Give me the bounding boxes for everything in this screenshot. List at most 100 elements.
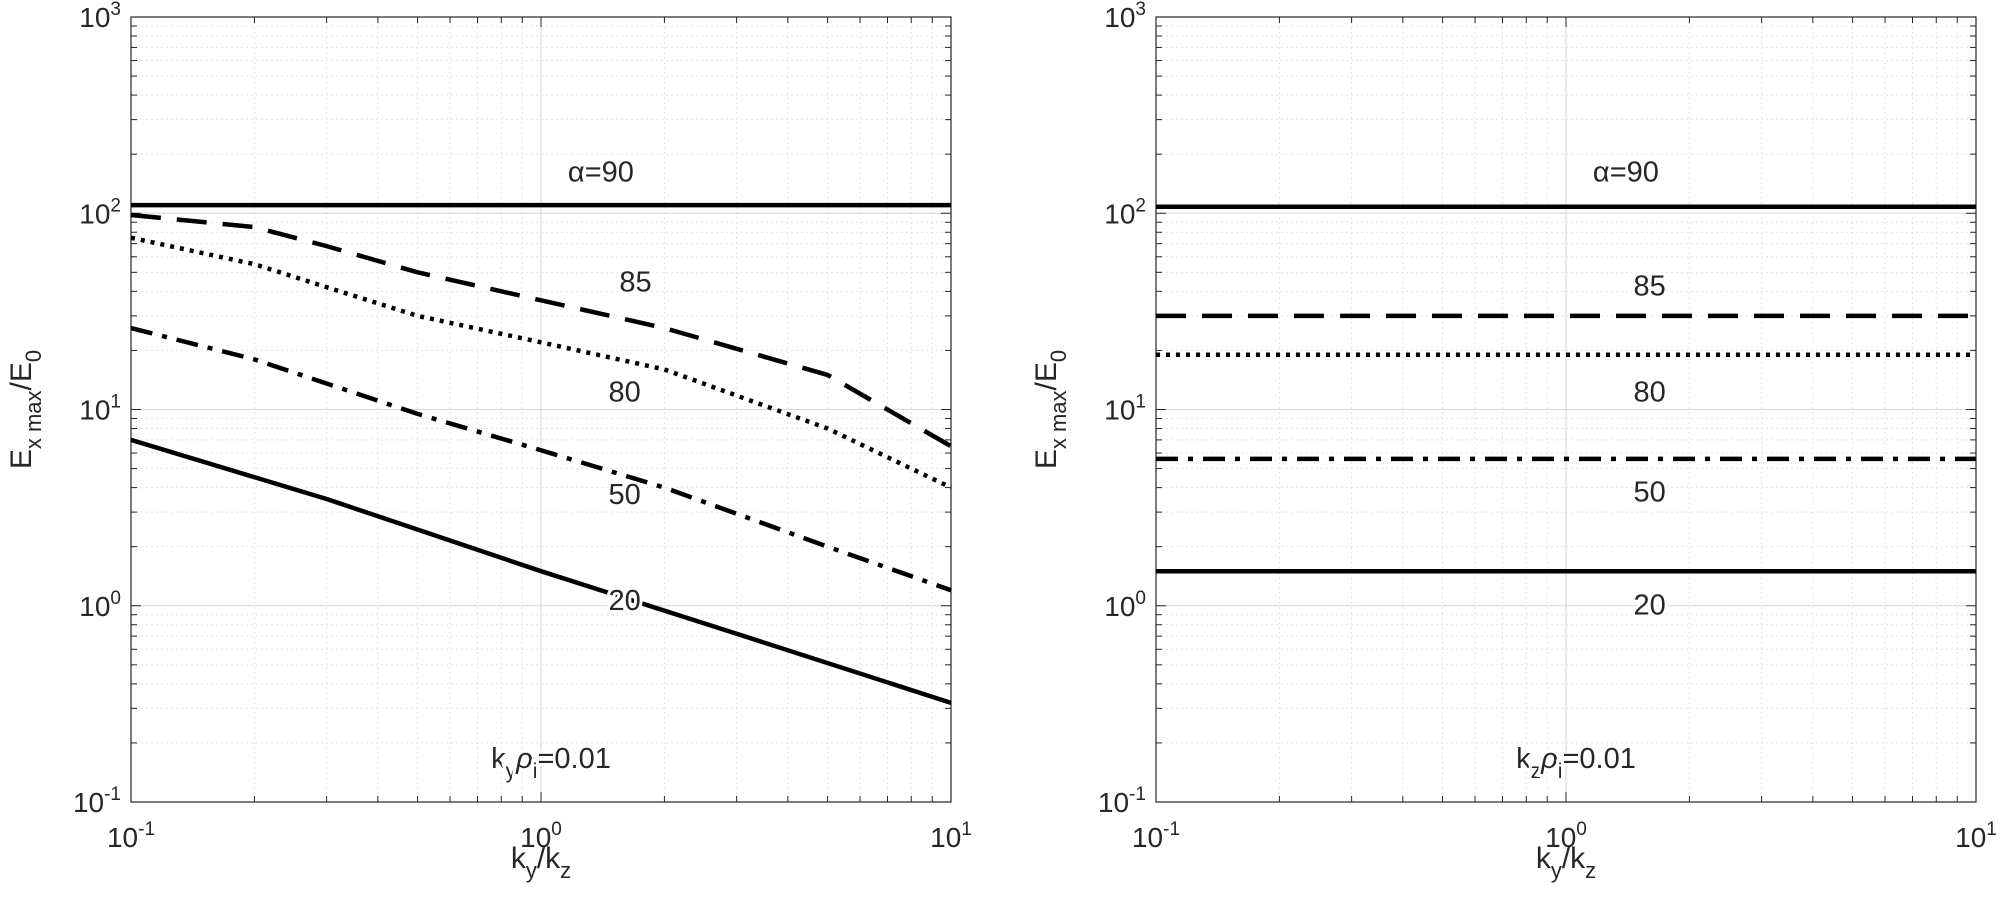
y-tick-label-exp: 1 [1135,392,1146,413]
series-label-80: 80 [1634,376,1666,408]
y-tick-label: 10-1 [73,784,121,818]
y-axis-label-base: E [1030,449,1063,469]
y-axis-label: Ex max/E0 [1030,350,1071,469]
x-axis-label-sub: y [526,858,537,883]
series-label-80: 80 [609,376,641,408]
y-tick-label-exp: -1 [104,784,121,805]
x-tick-label-base: 10 [1545,822,1576,853]
y-tick-label-base: 10 [1098,787,1129,818]
x-tick-label-base: 10 [1132,822,1163,853]
y-axis-label-base: E [5,449,38,469]
y-tick-label-base: 10 [1104,395,1135,426]
x-axis-label-mid: /k [537,842,561,875]
annotation-pre: k [491,743,506,775]
annotation-sub: y [506,760,517,783]
y-tick-label: 100 [1104,588,1146,622]
y-tick-label-base: 10 [73,787,104,818]
x-tick-label: 101 [1955,819,1997,853]
x-axis-label-base: k [511,842,527,875]
x-axis-label-sub2: z [1585,858,1596,883]
y-tick-label: 101 [79,392,121,426]
annotation-pre: k [1516,743,1531,775]
y-tick-label-base: 10 [79,395,110,426]
x-axis-label-base: k [1536,842,1552,875]
annotation-post: =0.01 [1562,743,1635,775]
y-tick-label-exp: -1 [1129,784,1146,805]
y-tick-label-exp: 1 [110,392,121,413]
annotation-text: kzρi=0.01 [1516,743,1636,783]
x-tick-label-exp: -1 [138,819,155,840]
x-axis-label: ky/kz [1536,842,1596,883]
y-tick-label: 102 [79,195,121,229]
y-tick-label-exp: 2 [110,195,121,216]
annotation-greek: ρ [1540,743,1558,775]
x-tick-label-base: 10 [930,822,961,853]
y-tick-label: 103 [1104,0,1146,33]
x-tick-label: 100 [520,819,562,853]
annotation-post: =0.01 [537,743,610,775]
series-label-20: 20 [609,585,641,617]
annotation-text: kyρi=0.01 [491,743,611,783]
axes-box [1155,16,1977,803]
y-tick-label-base: 10 [1104,591,1135,622]
x-tick-label-exp: 1 [1986,819,1997,840]
series-line-20 [130,437,952,706]
axes-box [130,16,952,803]
series-label-90: α=90 [568,157,634,189]
y-tick-label: 103 [79,0,121,33]
annotation-greek: ρ [515,743,533,775]
y-tick-label-base: 10 [79,2,110,33]
x-axis-label-mid: /k [1562,842,1586,875]
y-tick-label-exp: 2 [1135,195,1146,216]
y-tick-label: 102 [1104,195,1146,229]
x-tick-label-base: 10 [520,822,551,853]
x-tick-label-exp: 0 [551,819,562,840]
y-tick-label-base: 10 [79,591,110,622]
x-axis-label-sub2: z [560,858,571,883]
annotation-sub2: i [1558,760,1563,783]
y-axis-label-sub: x max [21,390,46,449]
x-tick-label-exp: 0 [1576,819,1587,840]
grid [131,17,951,802]
series-label-90: α=90 [1593,157,1659,189]
annotation-sub: z [1531,760,1542,783]
series-label-85: 85 [619,266,651,298]
y-tick-label-base: 10 [1104,198,1135,229]
x-tick-label: 10-1 [107,819,155,853]
x-tick-label-exp: -1 [1163,819,1180,840]
y-axis-label-mid: /E [1030,362,1063,390]
series-label-50: 50 [1634,476,1666,508]
series-line-50 [130,325,952,593]
axis-ticks [130,17,951,803]
annotation-sub2: i [533,760,538,783]
y-tick-label: 10-1 [1098,784,1146,818]
y-tick-label-exp: 0 [1135,588,1146,609]
y-tick-label-exp: 3 [1135,0,1146,20]
y-tick-label: 100 [79,588,121,622]
x-tick-label: 100 [1545,819,1587,853]
x-axis-label: ky/kz [511,842,571,883]
x-tick-label: 10-1 [1132,819,1180,853]
y-tick-label-exp: 0 [110,588,121,609]
y-axis-label-mid: /E [5,362,38,390]
series-label-85: 85 [1634,271,1666,303]
y-tick-label-base: 10 [1104,2,1135,33]
y-axis-label-sub: x max [1046,390,1071,449]
x-tick-label-exp: 1 [961,819,972,840]
y-tick-label: 101 [1104,392,1146,426]
x-axis-label-sub: y [1551,858,1562,883]
x-tick-label-base: 10 [107,822,138,853]
series-label-20: 20 [1634,590,1666,622]
y-tick-label-base: 10 [79,198,110,229]
series-label-50: 50 [609,479,641,511]
series-line-80 [130,235,952,490]
grid [1156,17,1976,802]
x-tick-label-base: 10 [1955,822,1986,853]
y-axis-label: Ex max/E0 [5,350,46,469]
y-axis-label-sub2: 0 [1046,350,1071,362]
x-tick-label: 101 [930,819,972,853]
y-axis-label-sub2: 0 [21,350,46,362]
